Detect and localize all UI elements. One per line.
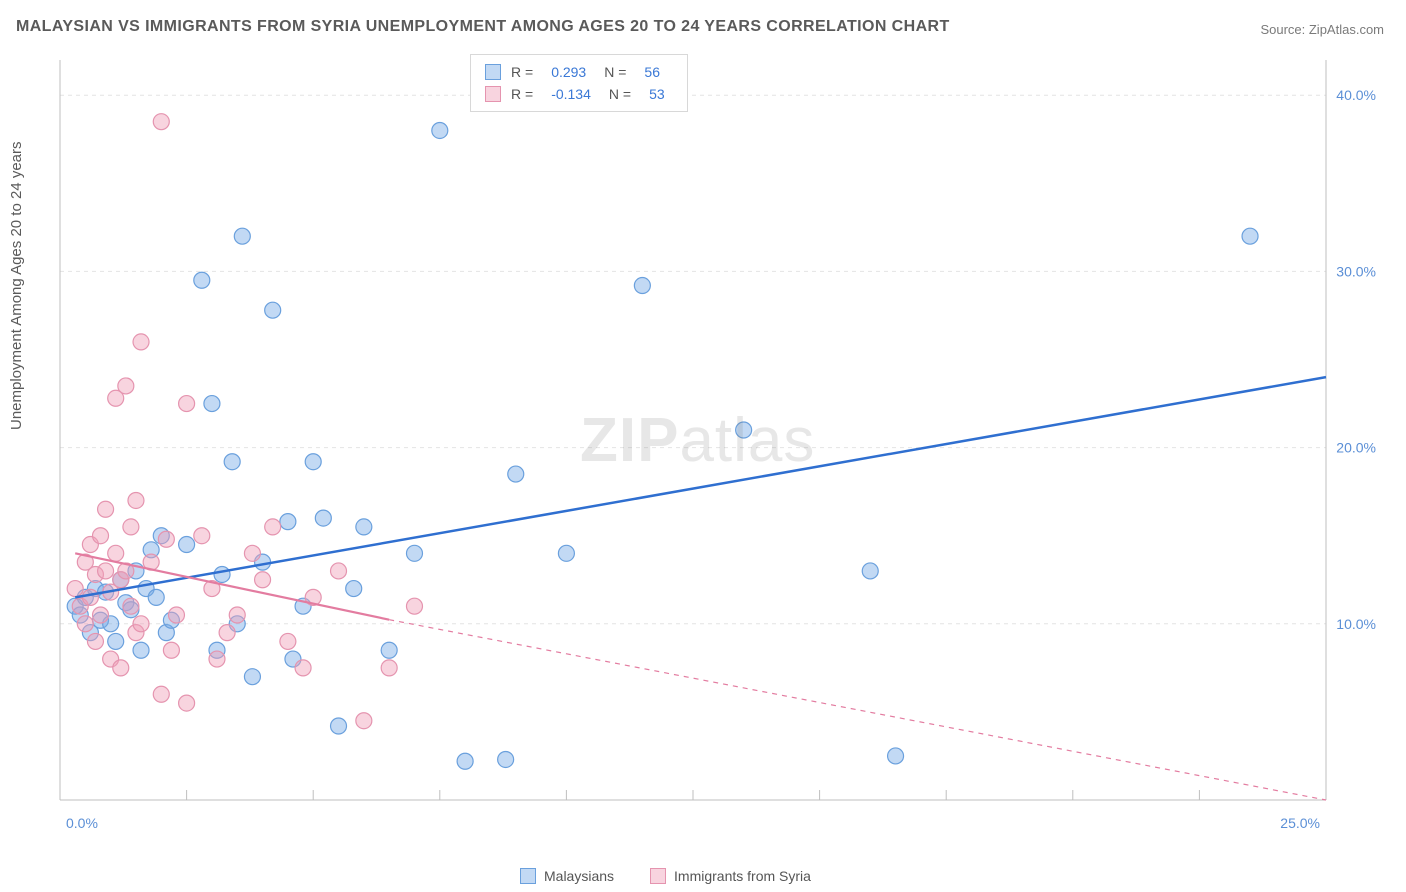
svg-text:20.0%: 20.0% [1336, 440, 1376, 456]
y-axis-label: Unemployment Among Ages 20 to 24 years [8, 141, 25, 430]
svg-text:25.0%: 25.0% [1280, 815, 1320, 831]
legend-label: Malaysians [544, 868, 614, 884]
stats-swatch [485, 86, 501, 102]
legend-swatch [520, 868, 536, 884]
stats-r-label: R = [511, 61, 533, 83]
scatter-chart: 10.0% 20.0% 30.0% 40.0% 0.0% 25.0% [56, 50, 1386, 830]
stats-n-label: N = [604, 61, 626, 83]
legend-swatch [650, 868, 666, 884]
stats-r-label: R = [511, 83, 533, 105]
legend-item: Immigrants from Syria [650, 868, 811, 884]
svg-text:0.0%: 0.0% [66, 815, 98, 831]
stats-n-label: N = [609, 83, 631, 105]
stats-r-value: 0.293 [543, 61, 594, 83]
stats-box: R = 0.293 N = 56 R = -0.134 N = 53 [470, 54, 688, 112]
chart-area: 10.0% 20.0% 30.0% 40.0% 0.0% 25.0% [56, 50, 1386, 830]
stats-r-value: -0.134 [543, 83, 599, 105]
svg-text:10.0%: 10.0% [1336, 616, 1376, 632]
svg-text:40.0%: 40.0% [1336, 87, 1376, 103]
legend-label: Immigrants from Syria [674, 868, 811, 884]
stats-row: R = 0.293 N = 56 [485, 61, 673, 83]
stats-swatch [485, 64, 501, 80]
page-title: MALAYSIAN VS IMMIGRANTS FROM SYRIA UNEMP… [16, 18, 950, 36]
stats-n-value: 56 [636, 61, 668, 83]
svg-text:30.0%: 30.0% [1336, 263, 1376, 279]
stats-n-value: 53 [641, 83, 673, 105]
bottom-legend: Malaysians Immigrants from Syria [520, 868, 811, 884]
source-attribution: Source: ZipAtlas.com [1260, 22, 1384, 37]
legend-item: Malaysians [520, 868, 614, 884]
stats-row: R = -0.134 N = 53 [485, 83, 673, 105]
